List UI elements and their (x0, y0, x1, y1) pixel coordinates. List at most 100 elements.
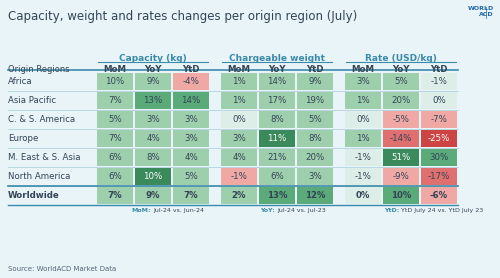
Text: 30%: 30% (430, 153, 448, 162)
Bar (135, 111, 171, 128)
Text: 8%: 8% (146, 153, 160, 162)
Text: -1%: -1% (430, 77, 448, 86)
Bar (97, 168, 133, 185)
Text: YoY: YoY (392, 65, 410, 74)
Text: YtD: YtD (182, 65, 200, 74)
Text: ACD: ACD (480, 12, 494, 17)
Text: 3%: 3% (232, 134, 246, 143)
Text: -14%: -14% (390, 134, 412, 143)
Bar (383, 187, 419, 204)
Text: Jul-24 vs. Jun-24: Jul-24 vs. Jun-24 (153, 208, 204, 213)
Bar (383, 92, 419, 109)
Bar (259, 149, 295, 166)
Text: 6%: 6% (108, 172, 122, 181)
Bar (297, 130, 333, 147)
Text: -1%: -1% (354, 153, 372, 162)
Text: 10%: 10% (106, 77, 124, 86)
Bar (345, 130, 381, 147)
Bar (221, 149, 257, 166)
Text: 3%: 3% (184, 134, 198, 143)
Bar (421, 168, 457, 185)
Text: 8%: 8% (308, 134, 322, 143)
Bar (383, 149, 419, 166)
Text: 9%: 9% (146, 191, 160, 200)
Text: 7%: 7% (108, 96, 122, 105)
Text: 3%: 3% (308, 172, 322, 181)
Text: 1%: 1% (356, 134, 370, 143)
Bar (135, 168, 171, 185)
Text: Africa: Africa (8, 77, 32, 86)
Bar (259, 111, 295, 128)
Bar (259, 92, 295, 109)
Text: YoY: YoY (144, 65, 162, 74)
Text: 19%: 19% (306, 96, 324, 105)
Text: 1%: 1% (232, 77, 246, 86)
Text: YoY: YoY (268, 65, 286, 74)
Text: -1%: -1% (230, 172, 248, 181)
Bar (97, 187, 133, 204)
Text: 4%: 4% (232, 153, 246, 162)
Bar (173, 73, 209, 90)
Bar (259, 187, 295, 204)
Bar (173, 187, 209, 204)
Bar (297, 92, 333, 109)
Text: 6%: 6% (108, 153, 122, 162)
Bar (421, 130, 457, 147)
Text: 0%: 0% (356, 191, 370, 200)
Text: -1%: -1% (354, 172, 372, 181)
Text: C. & S. America: C. & S. America (8, 115, 75, 124)
Bar (297, 168, 333, 185)
Text: 11%: 11% (268, 134, 286, 143)
Bar (345, 168, 381, 185)
Text: 7%: 7% (108, 134, 122, 143)
Text: 3%: 3% (146, 115, 160, 124)
Bar (383, 168, 419, 185)
Text: 13%: 13% (267, 191, 287, 200)
Bar (173, 149, 209, 166)
Bar (297, 149, 333, 166)
Bar (345, 149, 381, 166)
Text: North America: North America (8, 172, 70, 181)
Text: 14%: 14% (268, 77, 286, 86)
Bar (221, 92, 257, 109)
Text: 12%: 12% (305, 191, 325, 200)
Text: Source: WorldACD Market Data: Source: WorldACD Market Data (8, 266, 116, 272)
Text: 3%: 3% (184, 115, 198, 124)
Text: 8%: 8% (270, 115, 284, 124)
Text: YtD:: YtD: (384, 208, 399, 213)
Bar (221, 73, 257, 90)
Text: 5%: 5% (108, 115, 122, 124)
Text: MoM:: MoM: (132, 208, 151, 213)
Bar (173, 130, 209, 147)
Bar (259, 130, 295, 147)
Bar (97, 73, 133, 90)
Text: Rate (USD/kg): Rate (USD/kg) (365, 54, 437, 63)
Bar (173, 92, 209, 109)
Bar (173, 168, 209, 185)
Text: YoY:: YoY: (260, 208, 275, 213)
Text: Chargeable weight: Chargeable weight (229, 54, 325, 63)
Text: 2%: 2% (232, 191, 246, 200)
Bar (297, 187, 333, 204)
Text: 13%: 13% (144, 96, 163, 105)
Text: 5%: 5% (308, 115, 322, 124)
Text: 1%: 1% (356, 96, 370, 105)
Bar (383, 111, 419, 128)
Text: 7%: 7% (184, 191, 198, 200)
Bar (383, 130, 419, 147)
Text: 1%: 1% (232, 96, 246, 105)
Text: 4%: 4% (146, 134, 160, 143)
Text: 6%: 6% (270, 172, 284, 181)
Text: 21%: 21% (268, 153, 286, 162)
Text: -6%: -6% (430, 191, 448, 200)
Text: 9%: 9% (146, 77, 160, 86)
Bar (297, 73, 333, 90)
Text: 7%: 7% (108, 191, 122, 200)
Bar (345, 187, 381, 204)
Bar (135, 149, 171, 166)
Bar (421, 149, 457, 166)
Text: Jul-24 vs. Jul-23: Jul-24 vs. Jul-23 (277, 208, 326, 213)
Text: 5%: 5% (184, 172, 198, 181)
Text: 51%: 51% (392, 153, 410, 162)
Bar (221, 111, 257, 128)
